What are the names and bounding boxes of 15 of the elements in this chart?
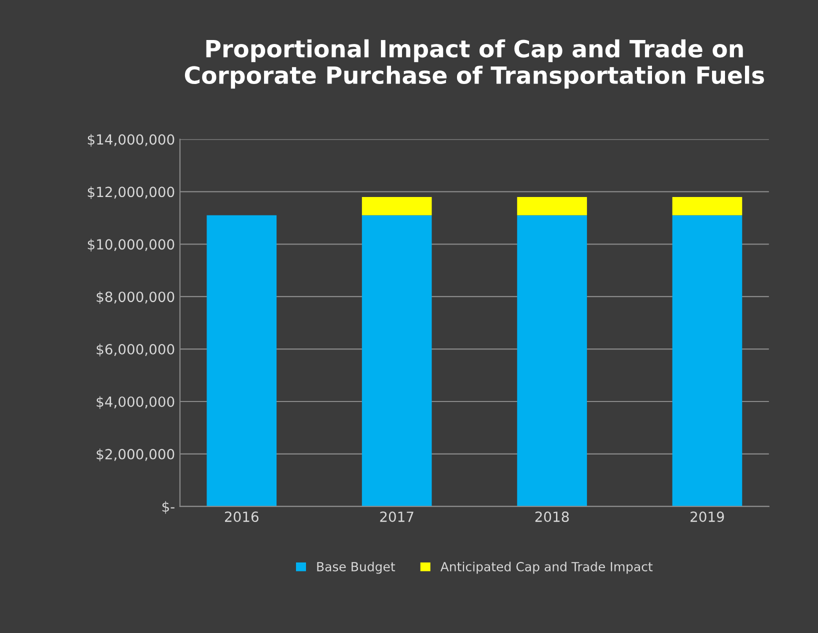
y-tick-label: $-: [162, 501, 174, 514]
chart-title: Proportional Impact of Cap and Trade on Corporate Purchase of Transportation Fuels: [184, 39, 764, 89]
y-tick-label: $10,000,000: [88, 238, 174, 252]
y-tick-label: $14,000,000: [88, 134, 174, 147]
y-tick-label: $8,000,000: [96, 291, 174, 304]
y-tick-label: $6,000,000: [96, 344, 174, 356]
y-tick-label: $4,000,000: [96, 396, 174, 409]
y-tick-label: $2,000,000: [96, 448, 174, 462]
x-tick-label: 2019: [690, 512, 724, 522]
legend-label: Base Budget: [317, 562, 396, 574]
x-tick-label: 2018: [535, 512, 569, 522]
legend-label: Anticipated Cap and Trade Impact: [440, 562, 653, 574]
x-tick-label: 2016: [224, 512, 258, 522]
y-tick-label: $12,000,000: [88, 186, 174, 200]
x-tick-label: 2017: [380, 512, 414, 522]
